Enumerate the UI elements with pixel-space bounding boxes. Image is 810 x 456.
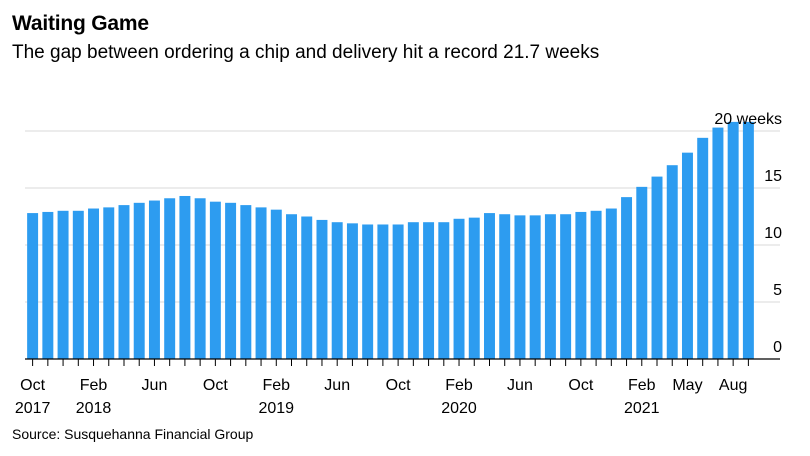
bar — [286, 214, 297, 359]
x-tick-year-label: 2017 — [15, 400, 51, 417]
bar — [651, 176, 663, 359]
bar — [575, 211, 587, 359]
x-tick-label: May — [672, 377, 702, 394]
bar — [590, 210, 602, 359]
bar — [453, 218, 465, 359]
bar — [681, 152, 693, 359]
bar — [331, 222, 343, 359]
bar — [240, 205, 252, 359]
y-tick-label: 0 — [773, 339, 782, 356]
bar — [377, 224, 389, 359]
bar — [362, 224, 374, 359]
bar — [255, 207, 267, 359]
bar — [697, 137, 709, 359]
bar — [148, 200, 160, 359]
x-tick-label: Oct — [203, 377, 228, 394]
bar — [42, 211, 54, 359]
bar — [57, 210, 69, 359]
bar — [194, 198, 206, 359]
bar — [407, 222, 419, 359]
x-tick-year-label: 2019 — [258, 400, 294, 417]
bar — [499, 214, 511, 359]
bar — [560, 214, 572, 359]
x-tick-label: Jun — [324, 377, 350, 394]
y-tick-label: 20 weeks — [714, 111, 782, 128]
bar — [88, 208, 100, 359]
bar — [346, 223, 358, 359]
bar — [468, 217, 480, 359]
bar-series — [27, 121, 754, 359]
bar — [72, 210, 84, 359]
bar — [392, 224, 404, 359]
x-tick-label: Aug — [719, 377, 747, 394]
y-axis-labels: 0 5 10 15 20 weeks — [714, 111, 782, 356]
chart-title: Waiting Game — [12, 12, 149, 35]
bar — [133, 202, 145, 359]
x-tick-year-label: 2018 — [76, 400, 112, 417]
x-tick-label: Jun — [507, 377, 533, 394]
bar — [484, 213, 495, 359]
bar — [605, 208, 617, 359]
x-tick-label: Jun — [142, 377, 168, 394]
chart-subtitle: The gap between ordering a chip and deli… — [12, 42, 600, 63]
bar — [27, 213, 39, 359]
bar — [514, 215, 526, 359]
bar — [438, 222, 450, 359]
bar — [225, 202, 237, 359]
bar — [742, 121, 754, 359]
bar — [529, 215, 541, 359]
source-note: Source: Susquehanna Financial Group — [12, 426, 254, 442]
x-tick-year-label: 2021 — [624, 400, 660, 417]
bar — [666, 165, 678, 359]
bar — [118, 205, 130, 359]
y-tick-label: 5 — [773, 282, 782, 299]
x-tick-label: Feb — [262, 377, 290, 394]
x-tick-label: Oct — [20, 377, 45, 394]
bar — [316, 219, 328, 359]
bar — [179, 195, 191, 359]
bar — [103, 207, 115, 359]
bar — [621, 197, 633, 359]
bar — [712, 127, 724, 359]
x-tick-label: Feb — [445, 377, 473, 394]
bar — [301, 216, 313, 359]
bar — [164, 198, 176, 359]
x-tick-label: Oct — [386, 377, 411, 394]
bar — [423, 222, 435, 359]
y-tick-label: 10 — [764, 225, 782, 242]
bar — [636, 186, 648, 359]
bar — [270, 209, 282, 359]
x-tick-label: Feb — [80, 377, 108, 394]
x-tick-label: Feb — [628, 377, 656, 394]
x-axis: Oct 2017 Feb 2018 Jun Oct Feb 2019 Jun Oct Feb 2020… — [15, 358, 780, 417]
x-tick-year-label: 2020 — [441, 400, 477, 417]
x-tick-label: Oct — [568, 377, 593, 394]
bar — [544, 214, 556, 359]
bar — [727, 121, 739, 359]
bar — [209, 201, 221, 359]
y-tick-label: 15 — [764, 168, 782, 185]
